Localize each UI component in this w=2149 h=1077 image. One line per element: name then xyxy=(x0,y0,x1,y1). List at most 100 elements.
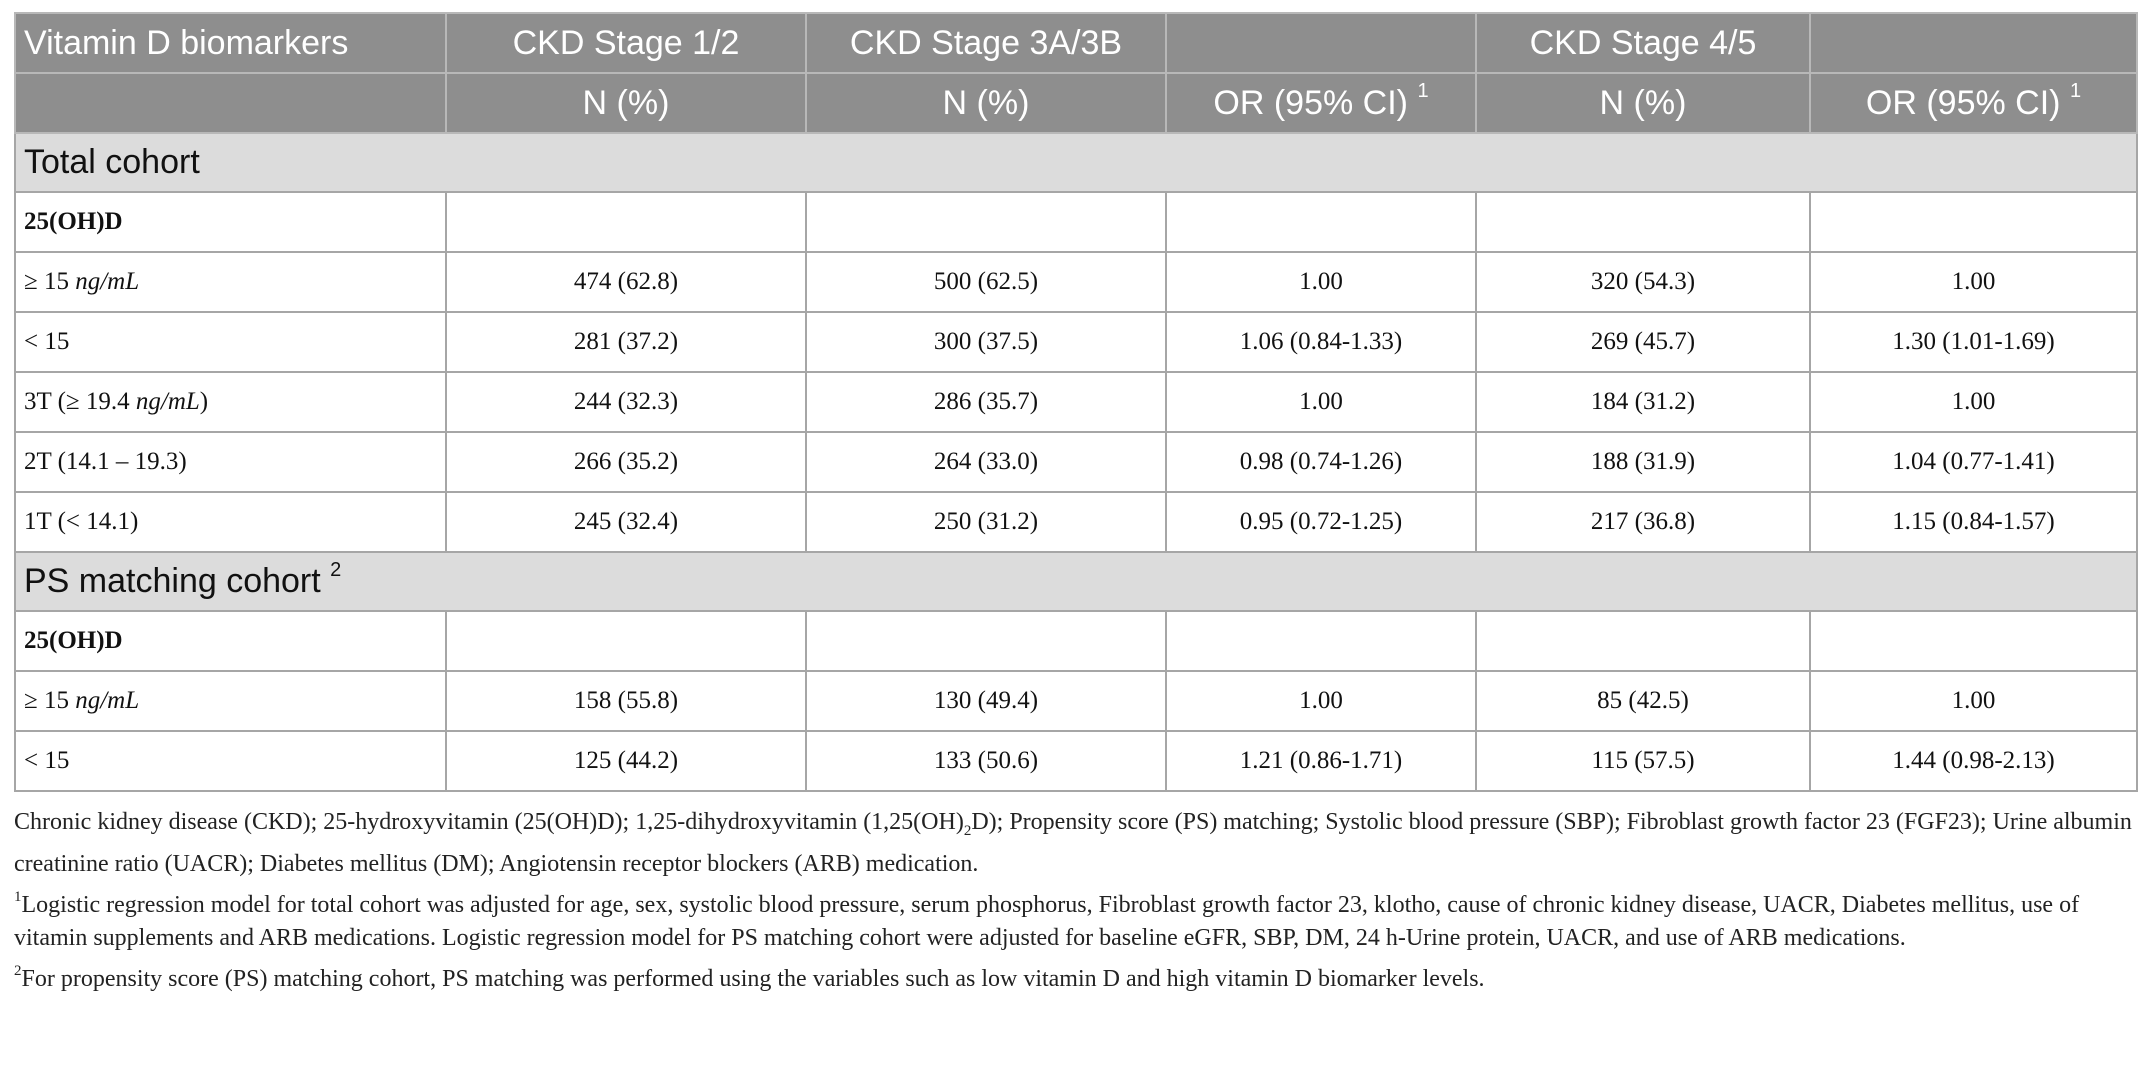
table-cell xyxy=(805,191,1167,253)
table-row: 2T (14.1 – 19.3) 266 (35.2) 264 (33.0) 0… xyxy=(14,431,2138,493)
note-text: Logistic regression model for total coho… xyxy=(14,891,2080,951)
table-cell xyxy=(1809,610,2138,672)
table-cell: 286 (35.7) xyxy=(805,371,1167,433)
section-title: PS matching cohort 2 xyxy=(14,551,2138,612)
row-label: 2T (14.1 – 19.3) xyxy=(14,431,447,493)
row-label-text: ≥ 15 xyxy=(24,268,69,295)
table-cell: 1.06 (0.84-1.33) xyxy=(1165,311,1477,373)
section-row-total: Total cohort xyxy=(14,132,2138,193)
unit-text: ng/mL xyxy=(75,268,140,295)
header-cell: CKD Stage 1/2 xyxy=(445,12,807,74)
table-row: 25(OH)D xyxy=(14,610,2138,672)
table-cell: 269 (45.7) xyxy=(1475,311,1811,373)
footnote-marker: 2 xyxy=(330,558,342,581)
table-cell: 85 (42.5) xyxy=(1475,670,1811,732)
table-row: 25(OH)D xyxy=(14,191,2138,253)
footnote-marker: 2 xyxy=(14,962,22,979)
footnote-marker: 1 xyxy=(2069,80,2082,103)
table-cell: 1.15 (0.84-1.57) xyxy=(1809,491,2138,553)
row-subheading: 25(OH)D xyxy=(14,191,447,253)
table-cell xyxy=(805,610,1167,672)
table-cell: 125 (44.2) xyxy=(445,730,807,792)
table-cell: 188 (31.9) xyxy=(1475,431,1811,493)
table-cell: 1.00 xyxy=(1809,670,2138,732)
table-row: ≥ 15 ng/mL 474 (62.8) 500 (62.5) 1.00 32… xyxy=(14,251,2138,313)
table-cell: 1.00 xyxy=(1165,371,1477,433)
table-row: 3T (≥ 19.4 ng/mL) 244 (32.3) 286 (35.7) … xyxy=(14,371,2138,433)
table-cell: 1.00 xyxy=(1165,670,1477,732)
row-label: < 15 xyxy=(14,730,447,792)
table-cell: 264 (33.0) xyxy=(805,431,1167,493)
subscript: 2 xyxy=(963,822,972,839)
row-label: 1T (< 14.1) xyxy=(14,491,447,553)
header-cell: OR (95% CI) 1 xyxy=(1809,72,2138,134)
footnote-marker: 1 xyxy=(1417,80,1429,103)
unit-text: ng/mL xyxy=(135,388,200,415)
table-cell: 184 (31.2) xyxy=(1475,371,1811,433)
table-cell xyxy=(1809,191,2138,253)
note-text: For propensity score (PS) matching cohor… xyxy=(21,965,1485,992)
table-row: 1T (< 14.1) 245 (32.4) 250 (31.2) 0.95 (… xyxy=(14,491,2138,553)
table-cell xyxy=(1165,610,1477,672)
section-title: Total cohort xyxy=(14,132,2138,193)
header-cell: N (%) xyxy=(1475,72,1811,134)
table-cell: 158 (55.8) xyxy=(445,670,807,732)
row-label: 3T (≥ 19.4 ng/mL) xyxy=(14,371,447,433)
table-cell: 281 (37.2) xyxy=(445,311,807,373)
footnote-2: 2For propensity score (PS) matching coho… xyxy=(14,957,2139,996)
table-cell: 245 (32.4) xyxy=(445,491,807,553)
table-cell: 0.98 (0.74-1.26) xyxy=(1165,431,1477,493)
table-cell: 250 (31.2) xyxy=(805,491,1167,553)
table-cell: 500 (62.5) xyxy=(805,251,1167,313)
table-cell xyxy=(1165,191,1477,253)
table-cell: 1.00 xyxy=(1809,371,2138,433)
row-subheading: 25(OH)D xyxy=(14,610,447,672)
header-cell: N (%) xyxy=(805,72,1167,134)
header-cell xyxy=(1809,12,2138,74)
header-text: OR (95% CI) xyxy=(1865,83,2061,122)
table-cell xyxy=(1475,191,1811,253)
header-cell: CKD Stage 3A/3B xyxy=(805,12,1167,74)
table-cell: 266 (35.2) xyxy=(445,431,807,493)
table-footnotes: Chronic kidney disease (CKD); 25-hydroxy… xyxy=(14,806,2139,996)
table-cell: 300 (37.5) xyxy=(805,311,1167,373)
header-text: OR (95% CI) xyxy=(1213,83,1408,122)
table-row: < 15 281 (37.2) 300 (37.5) 1.06 (0.84-1.… xyxy=(14,311,2138,373)
section-title-text: PS matching cohort xyxy=(24,562,321,600)
section-row-ps: PS matching cohort 2 xyxy=(14,551,2138,612)
footnote-1: 1Logistic regression model for total coh… xyxy=(14,883,2139,955)
footnote-marker: 1 xyxy=(14,888,22,905)
row-label-text: ≥ 15 xyxy=(24,687,69,714)
header-row-1: Vitamin D biomarkers CKD Stage 1/2 CKD S… xyxy=(14,12,2138,74)
table-row: ≥ 15 ng/mL 158 (55.8) 130 (49.4) 1.00 85… xyxy=(14,670,2138,732)
table-cell: 1.21 (0.86-1.71) xyxy=(1165,730,1477,792)
table-cell: 244 (32.3) xyxy=(445,371,807,433)
header-cell: OR (95% CI) 1 xyxy=(1165,72,1477,134)
row-label: < 15 xyxy=(14,311,447,373)
table-cell: 474 (62.8) xyxy=(445,251,807,313)
unit-text: ng/mL xyxy=(75,687,140,714)
table-cell xyxy=(1475,610,1811,672)
table-cell: 1.44 (0.98-2.13) xyxy=(1809,730,2138,792)
header-cell: CKD Stage 4/5 xyxy=(1475,12,1811,74)
table-row: < 15 125 (44.2) 133 (50.6) 1.21 (0.86-1.… xyxy=(14,730,2138,792)
row-label-text: ) xyxy=(199,388,209,415)
table-cell: 217 (36.8) xyxy=(1475,491,1811,553)
header-cell xyxy=(14,72,447,134)
header-cell: Vitamin D biomarkers xyxy=(14,12,447,74)
row-label: ≥ 15 ng/mL xyxy=(14,670,447,732)
header-cell: N (%) xyxy=(445,72,807,134)
abbreviations-note: Chronic kidney disease (CKD); 25-hydroxy… xyxy=(14,806,2139,881)
table-figure: Vitamin D biomarkers CKD Stage 1/2 CKD S… xyxy=(14,12,2139,998)
table-cell xyxy=(445,610,807,672)
table-cell: 1.00 xyxy=(1809,251,2138,313)
header-row-2: N (%) N (%) OR (95% CI) 1 N (%) OR (95% … xyxy=(14,72,2138,134)
table-cell: 133 (50.6) xyxy=(805,730,1167,792)
table-cell: 1.04 (0.77-1.41) xyxy=(1809,431,2138,493)
note-text: D); Propensity score (PS) matching; Syst… xyxy=(14,809,2132,877)
table-cell: 115 (57.5) xyxy=(1475,730,1811,792)
table-cell: 1.30 (1.01-1.69) xyxy=(1809,311,2138,373)
table-cell xyxy=(445,191,807,253)
table-cell: 320 (54.3) xyxy=(1475,251,1811,313)
table-cell: 130 (49.4) xyxy=(805,670,1167,732)
